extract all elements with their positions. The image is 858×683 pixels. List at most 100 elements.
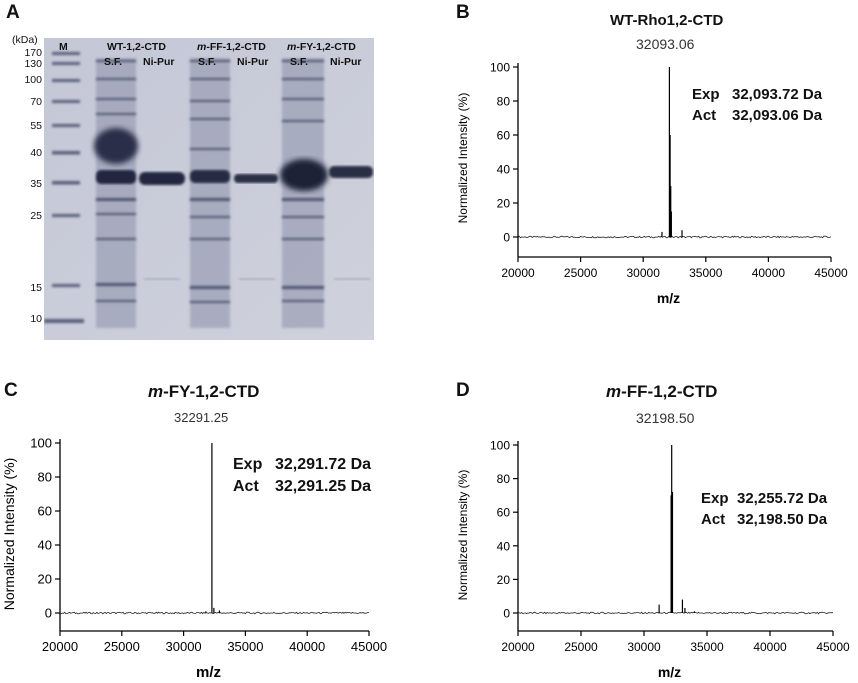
info-box-c: Exp 32,291.72 Da Act 32,291.25 Da: [233, 454, 371, 498]
peak-mass-label-b: 32093.06: [636, 36, 695, 52]
act-label-b: Act: [692, 107, 717, 124]
y-tick-label: 20: [497, 573, 511, 587]
exp-label-d: Exp: [701, 490, 729, 507]
mw-marker: 130: [24, 58, 42, 70]
peak-mass-label-d: 32198.50: [636, 410, 695, 426]
y-tick-label: 80: [38, 470, 52, 485]
chart-title-text-b: WT-Rho1,2-CTD: [610, 12, 724, 29]
y-axis-label: Normalized Intensity (%): [456, 470, 470, 601]
group-prefix-ff: m: [197, 41, 207, 53]
marker-lane-label: M: [59, 41, 68, 53]
act-value-c: 32,291.25 Da: [275, 478, 372, 495]
x-axis-label: m/z: [196, 664, 221, 681]
group-name-wt: WT-1,2-CTD: [107, 41, 166, 53]
spectrum-chart-c: 0 20 40 60 80 100 20000 25000 30000 35000 40000 450…: [1, 436, 387, 682]
lane-label-fy-ni: Ni-Pur: [330, 56, 362, 68]
gel-image: [44, 38, 374, 340]
kda-label: (kDa): [12, 34, 38, 46]
info-box-b: Exp 32,093.72 Da Act 32,093.06 Da: [692, 84, 822, 126]
x-tick-label: 45000: [816, 640, 850, 654]
exp-value-c: 32,291.72 Da: [275, 456, 372, 473]
y-tick-label: 60: [497, 129, 511, 143]
chart-title-text-c: -FY-1,2-CTD: [163, 382, 260, 401]
y-axis-label: Normalized Intensity (%): [456, 93, 470, 224]
y-tick-label: 80: [497, 472, 511, 486]
act-value-b: 32,093.06 Da: [732, 107, 823, 124]
lane-label-ff-ni: Ni-Pur: [237, 56, 269, 68]
y-tick-label: 20: [38, 572, 52, 587]
spectrum-baseline: [517, 235, 832, 239]
act-label-d: Act: [701, 511, 726, 528]
x-tick-label: 35000: [227, 639, 263, 654]
gel-bands: [44, 38, 374, 340]
group-name-fy: -FY-1,2-CTD: [296, 41, 356, 53]
x-tick-label: 30000: [166, 639, 202, 654]
mw-marker: 100: [24, 74, 42, 86]
group-label-ff: m-FF-1,2-CTD: [197, 41, 266, 53]
chart-title-prefix-c: m: [148, 382, 164, 401]
act-row-c: Act 32,291.25 Da: [233, 476, 371, 498]
act-value-d: 32,198.50 Da: [737, 511, 828, 528]
x-tick-label: 40000: [752, 266, 786, 280]
exp-row-b: Exp 32,093.72 Da: [692, 84, 822, 105]
chart-title-b: WT-Rho1,2-CTD: [610, 12, 723, 29]
y-tick-label: 40: [38, 538, 52, 553]
chart-title-c: m-FY-1,2-CTD: [148, 382, 259, 402]
x-axis-label: m/z: [658, 664, 681, 680]
exp-value-b: 32,093.72 Da: [732, 86, 823, 103]
panel-letter-a: A: [6, 2, 20, 23]
exp-label-b: Exp: [692, 86, 720, 103]
x-tick-label: 20000: [501, 266, 535, 280]
y-tick-label: 100: [490, 61, 510, 75]
act-row-d: Act 32,198.50 Da: [701, 509, 827, 530]
lane-label-wt-sf: S.F.: [104, 56, 123, 68]
y-tick-label: 20: [497, 197, 511, 211]
y-tick-label: 0: [45, 606, 52, 621]
x-tick-label: 25000: [104, 639, 140, 654]
mw-marker: 40: [30, 147, 42, 159]
act-label-c: Act: [233, 478, 259, 495]
y-tick-label: 60: [497, 506, 511, 520]
mw-marker: 55: [30, 120, 42, 132]
y-tick-label: 40: [497, 539, 511, 553]
x-tick-label: 25000: [564, 266, 598, 280]
x-tick-label: 45000: [351, 639, 387, 654]
spectrum-baseline: [59, 611, 370, 615]
y-tick-label: 0: [503, 231, 510, 245]
lane-label-ff-sf: S.F.: [198, 56, 217, 68]
group-label-fy: m-FY-1,2-CTD: [287, 41, 356, 53]
marker-ladder: [44, 52, 84, 323]
x-tick-label: 20000: [42, 639, 78, 654]
panel-letter-b: B: [456, 2, 470, 23]
panel-letter-d: D: [456, 380, 470, 401]
mw-marker: 70: [30, 96, 42, 108]
spectrum-baseline: [517, 611, 833, 615]
mw-marker: 25: [30, 210, 42, 222]
group-name-ff: -FF-1,2-CTD: [206, 41, 266, 53]
exp-label-c: Exp: [233, 456, 263, 473]
act-row-b: Act 32,093.06 Da: [692, 105, 822, 126]
chart-title-d: m-FF-1,2-CTD: [606, 382, 717, 402]
y-tick-label: 80: [497, 95, 511, 109]
x-tick-label: 40000: [289, 639, 325, 654]
mw-marker: 10: [30, 313, 42, 325]
x-tick-label: 20000: [501, 640, 535, 654]
x-axis-label: m/z: [657, 290, 680, 306]
y-tick-label: 100: [30, 436, 52, 451]
group-label-wt: WT-1,2-CTD: [107, 41, 166, 53]
chart-title-prefix-d: m: [606, 382, 622, 401]
x-tick-label: 35000: [690, 640, 724, 654]
peak-mass-label-c: 32291.25: [174, 410, 229, 425]
x-tick-label: 40000: [753, 640, 787, 654]
spectrum-chart-b: 0 20 40 60 80 100 20000 25000 30000 35000 40000 450…: [456, 61, 848, 307]
x-tick-label: 45000: [814, 266, 848, 280]
info-box-d: Exp 32,255.72 Da Act 32,198.50 Da: [701, 488, 827, 530]
y-tick-label: 60: [38, 504, 52, 519]
exp-value-d: 32,255.72 Da: [737, 490, 828, 507]
y-axis-label: Normalized Intensity (%): [1, 458, 17, 611]
x-tick-label: 30000: [627, 266, 661, 280]
exp-row-c: Exp 32,291.72 Da: [233, 454, 371, 476]
mw-marker: 170: [24, 47, 42, 59]
mw-marker: 35: [30, 178, 42, 190]
y-tick-label: 100: [490, 439, 510, 453]
